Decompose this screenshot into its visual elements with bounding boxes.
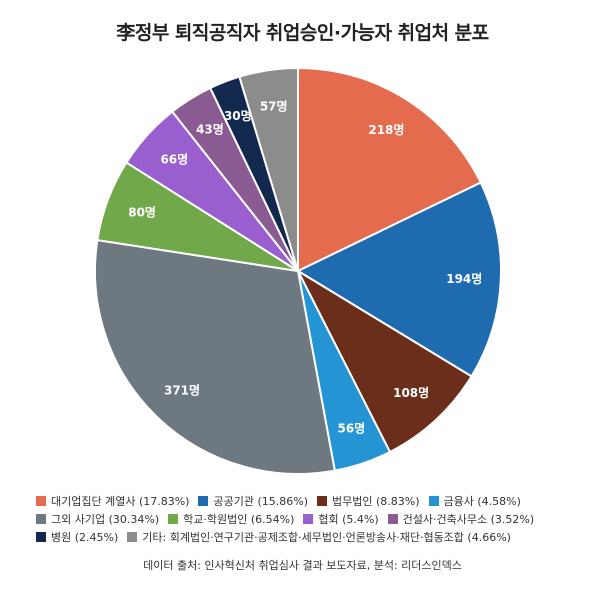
pie-data-label-1: 194명	[446, 272, 482, 286]
legend-swatch	[36, 532, 46, 542]
pie-data-label-8: 30명	[224, 109, 252, 123]
legend-label: 법무법인 (8.83%)	[332, 495, 420, 508]
legend-swatch	[317, 496, 327, 506]
legend-item: 기타: 회계법인·연구기관·공제조합·세무법인·언론방송사·재단·협동조합 (4…	[127, 529, 511, 545]
pie-data-label-0: 218명	[368, 123, 404, 137]
legend-item: 금융사 (4.58%)	[428, 493, 521, 509]
legend-swatch	[387, 514, 398, 524]
legend-label: 병원 (2.45%)	[51, 531, 119, 544]
legend-swatch	[127, 532, 138, 542]
legend-swatch	[428, 496, 439, 506]
legend-item: 협회 (5.4%)	[303, 511, 379, 527]
pie-slice-4	[94, 238, 336, 475]
legend-row: 병원 (2.45%) 기타: 회계법인·연구기관·공제조합·세무법인·언론방송사·…	[36, 528, 596, 546]
legend-label: 공공기관 (15.86%)	[213, 495, 308, 508]
legend-label: 대기업집단 계열사 (17.83%)	[51, 495, 190, 508]
legend-swatch	[303, 514, 314, 524]
legend-label: 기타: 회계법인·연구기관·공제조합·세무법인·언론방송사·재단·협동조합 (4…	[142, 531, 511, 544]
legend-swatch	[36, 496, 46, 506]
pie-slice-2	[295, 268, 473, 454]
legend-label: 그외 사기업 (30.34%)	[51, 513, 160, 526]
legend-label: 협회 (5.4%)	[318, 513, 379, 526]
legend-swatch	[168, 514, 179, 524]
legend-item: 법무법인 (8.83%)	[317, 493, 420, 509]
legend-row: 대기업집단 계열사 (17.83%) 공공기관 (15.86%) 법무법인 (8.8…	[36, 492, 596, 510]
legend: 대기업집단 계열사 (17.83%) 공공기관 (15.86%) 법무법인 (8.8…	[36, 492, 596, 546]
legend-swatch	[198, 496, 209, 506]
legend-row: 그외 사기업 (30.34%) 학교·학원법인 (6.54%) 협회 (5.4%) 건…	[36, 510, 596, 528]
legend-item: 공공기관 (15.86%)	[198, 493, 308, 509]
pie-data-label-3: 56명	[337, 422, 365, 436]
legend-item: 그외 사기업 (30.34%)	[36, 511, 159, 527]
legend-label: 건설사·건축사무소 (3.52%)	[402, 513, 535, 526]
pie-data-label-7: 43명	[196, 123, 224, 137]
legend-item: 학교·학원법인 (6.54%)	[168, 511, 294, 527]
legend-item: 건설사·건축사무소 (3.52%)	[387, 511, 535, 527]
pie-data-label-6: 66명	[160, 153, 188, 167]
pie-data-label-9: 57명	[260, 99, 288, 113]
legend-item: 대기업집단 계열사 (17.83%)	[36, 493, 189, 509]
pie-slice-1	[295, 181, 502, 378]
pie-slice-9	[238, 66, 299, 272]
legend-swatch	[36, 514, 46, 524]
legend-item: 병원 (2.45%)	[36, 529, 118, 545]
pie-slice-0	[297, 66, 483, 273]
source-note: 데이터 출처: 인사혁신처 취업심사 결과 보도자료, 분석: 리더스인덱스	[143, 559, 462, 572]
pie-data-label-4: 371명	[164, 383, 200, 397]
pie-data-label-2: 108명	[393, 386, 429, 400]
pie-data-label-5: 80명	[128, 206, 156, 220]
chart-title: 李정부 퇴직공직자 취업승인·가능자 취업처 분포	[116, 22, 489, 44]
legend-label: 학교·학원법인 (6.54%)	[183, 513, 295, 526]
legend-label: 금융사 (4.58%)	[443, 495, 521, 508]
